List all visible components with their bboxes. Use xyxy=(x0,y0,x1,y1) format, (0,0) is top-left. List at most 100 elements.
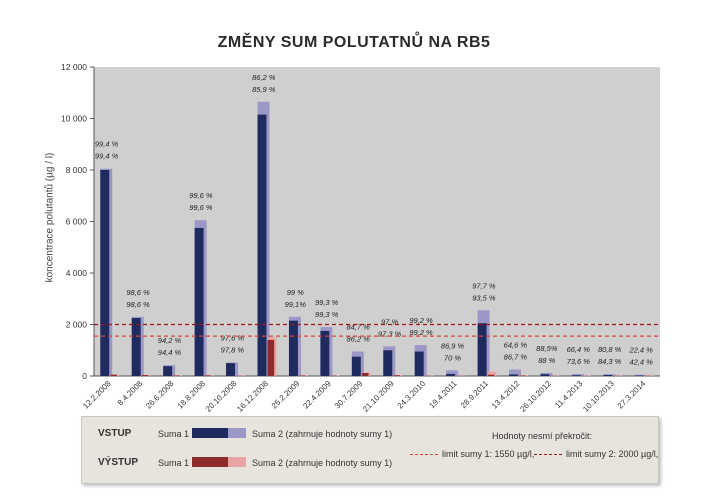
x-tick-label: 20.10.2008 xyxy=(204,379,239,414)
legend-vstup-suma2-swatch xyxy=(228,428,246,438)
y-tick-label: 6 000 xyxy=(66,217,88,227)
annotation-label: 73,6 % xyxy=(567,357,591,366)
annotation-label: 98,6 % xyxy=(126,300,150,309)
annotation-label: 99,4 % xyxy=(95,140,119,149)
bar-vystup-suma1 xyxy=(393,375,400,376)
legend-vystup-suma1-label: Suma 1 xyxy=(158,458,190,468)
annotation-label: 86,9 % xyxy=(441,341,465,350)
legend-limits-heading: Hodnoty nesmí překročit: xyxy=(492,431,593,441)
x-tick-label: 26.10.2012 xyxy=(518,379,553,414)
bar-vstup-suma1 xyxy=(477,323,487,376)
chart-plot: 0 2 000 4 000 6 000 8 000 10 000 12 000 99,4 % 9… xyxy=(61,62,660,414)
bar-vystup-suma1 xyxy=(110,374,117,376)
x-tick-label: 8.4.2008 xyxy=(116,379,145,408)
bar-vstup-suma2 xyxy=(446,370,459,376)
bar-vstup-suma1 xyxy=(226,363,236,376)
y-tick-label: 10 000 xyxy=(61,114,87,124)
annotation-label: 88 % xyxy=(538,356,555,365)
annotation-label: 99,2 % xyxy=(409,328,433,337)
bar-vystup-suma2 xyxy=(644,375,654,376)
bar-vystup-suma1 xyxy=(299,375,306,376)
bar-vstup-suma2 xyxy=(571,373,584,376)
y-tick-label: 4 000 xyxy=(66,268,88,278)
bar-vstup-suma1 xyxy=(540,374,550,376)
bar-vystup-suma1 xyxy=(267,339,275,376)
annotation-label: 99,6 % xyxy=(189,191,213,200)
annotation-label: 99,6 % xyxy=(189,203,213,212)
bar-vstup-suma1 xyxy=(383,350,393,376)
bar-vystup-suma2 xyxy=(487,371,497,376)
legend-vstup-suma2-label: Suma 2 (zahrnuje hodnoty sumy 1) xyxy=(252,429,393,439)
legend-vystup-suma2-swatch xyxy=(228,457,246,467)
bar-vystup-suma1 xyxy=(173,375,180,376)
x-tick-label: 30.7.2009 xyxy=(333,379,365,411)
annotation-label: 97,6 % xyxy=(221,334,245,343)
annotation-label: 99,3 % xyxy=(315,310,339,319)
bar-vstup-suma1 xyxy=(288,320,298,376)
annotation-label: 84,3 % xyxy=(598,357,622,366)
legend-limit2-label: limit sumy 2: 2000 µg/l, xyxy=(566,449,659,459)
annotation-label: 86,7 % xyxy=(504,353,528,362)
legend-limit1-label: limit sumy 1: 1550 µg/l, xyxy=(442,449,535,459)
annotation-label: 85,9 % xyxy=(252,85,276,94)
bar-vstup-suma1 xyxy=(257,114,267,376)
x-tick-label: 13.4.2012 xyxy=(490,379,522,411)
legend-vystup-suma1-swatch xyxy=(192,457,228,467)
annotation-label: 99,4 % xyxy=(95,152,119,161)
x-tick-label: 16.12.2008 xyxy=(235,379,270,414)
annotation-label: 97,3 % xyxy=(378,329,402,338)
x-tick-label: 28.9.2011 xyxy=(459,379,490,410)
bar-vstup-suma2 xyxy=(634,374,647,376)
bar-vstup-suma1 xyxy=(194,227,204,376)
bar-vstup-suma2 xyxy=(509,369,522,376)
annotation-label: 99,3 % xyxy=(315,298,339,307)
legend-vystup-label: VÝSTUP xyxy=(98,457,139,468)
bar-vystup-suma1 xyxy=(204,375,212,376)
bar-vstup-suma1 xyxy=(100,170,110,376)
annotation-label: 80,8 % xyxy=(598,345,622,354)
y-tick-label: 2 000 xyxy=(66,320,88,330)
bar-vstup-suma1 xyxy=(320,330,330,376)
bar-vstup-suma1 xyxy=(571,375,581,376)
x-tick-label: 19.4.2011 xyxy=(427,379,458,410)
x-tick-label: 27.3.2014 xyxy=(616,379,648,411)
annotation-label: 42,4 % xyxy=(629,358,653,367)
bar-vstup-suma1 xyxy=(131,318,141,376)
y-tick-label: 12 000 xyxy=(61,62,87,72)
annotation-label: 94,2 % xyxy=(158,336,182,345)
bar-vystup-suma1 xyxy=(487,374,495,376)
bar-vystup-suma1 xyxy=(519,375,526,376)
annotation-label: 86,2 % xyxy=(346,335,370,344)
bar-vstup-suma1 xyxy=(446,373,456,376)
bar-vstup-suma1 xyxy=(414,351,424,376)
legend: VSTUP Suma 1 Suma 2 (zahrnuje hodnoty su… xyxy=(81,416,659,484)
bar-vstup-suma1 xyxy=(634,375,644,376)
x-tick-label: 21.10.2009 xyxy=(361,379,396,414)
bar-vstup-suma1 xyxy=(163,366,173,376)
chart-title: ZMĚNY SUM POLUTATNŮ NA RB5 xyxy=(217,34,491,51)
bar-vystup-suma1 xyxy=(361,373,369,376)
x-tick-label: 25.2.2009 xyxy=(270,379,302,411)
annotation-label: 97,7 % xyxy=(472,281,496,290)
annotation-label: 86,2 % xyxy=(252,73,276,82)
annotation-label: 88,5% xyxy=(536,344,558,353)
bar-vstup-suma1 xyxy=(603,374,613,376)
legend-limit2-line xyxy=(534,454,562,455)
legend-vstup-suma1-swatch xyxy=(192,428,228,438)
x-tick-label: 18.8.2008 xyxy=(176,379,208,411)
annotation-label: 99 % xyxy=(287,288,304,297)
bar-vstup-suma1 xyxy=(351,356,361,376)
annotation-label: 93,5 % xyxy=(472,293,496,302)
annotation-label: 94,4 % xyxy=(158,348,182,357)
annotation-label: 64,6 % xyxy=(504,341,528,350)
annotation-label: 98,6 % xyxy=(126,288,150,297)
x-tick-label: 11.4.2013 xyxy=(553,379,584,410)
annotation-label: 84,7 % xyxy=(346,323,370,332)
legend-vstup-label: VSTUP xyxy=(98,428,132,439)
y-tick-label: 0 xyxy=(82,371,87,381)
annotation-label: 99,1% xyxy=(285,300,307,309)
bar-vstup-suma1 xyxy=(509,374,519,376)
x-tick-label: 22.4.2009 xyxy=(301,379,333,411)
legend-limit1-line xyxy=(410,454,438,455)
annotation-label: 66,4 % xyxy=(567,345,591,354)
